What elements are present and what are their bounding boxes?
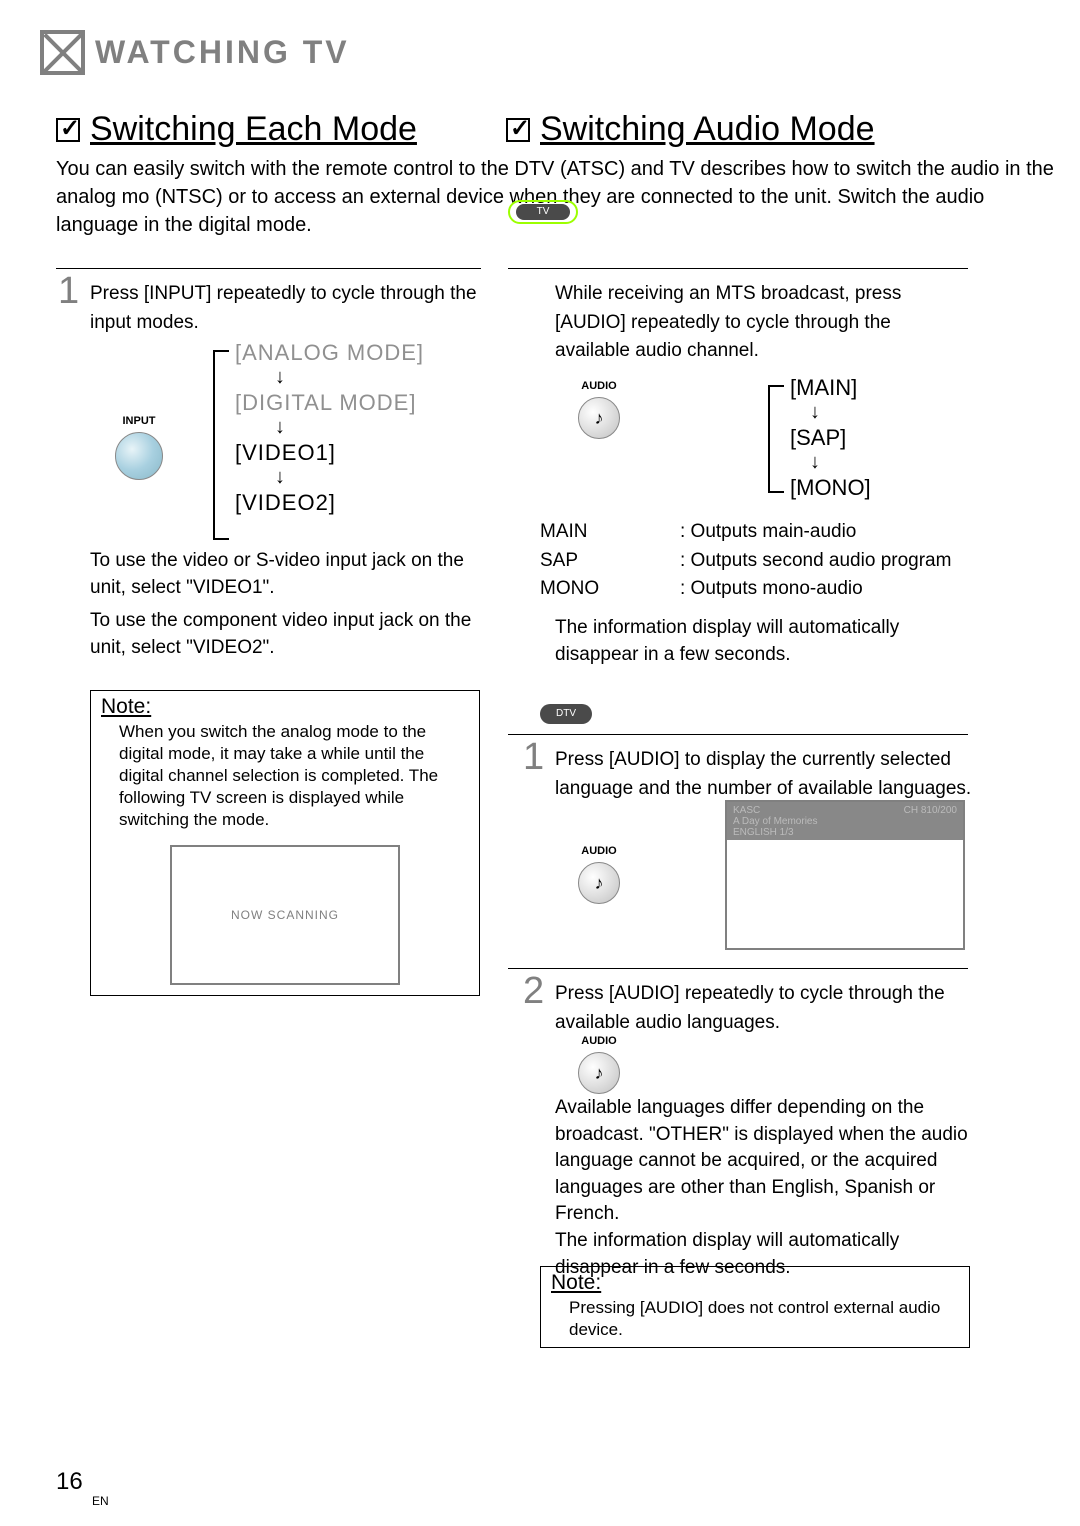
def-mono-label: MONO (540, 575, 680, 604)
preview-left: KASC A Day of Memories ENGLISH 1/3 (733, 805, 817, 837)
video-text1: To use the video or S-video input jack o… (90, 548, 480, 601)
page-number: 16 (56, 1468, 83, 1496)
tv-screen-preview: NOW SCANNING (170, 845, 400, 985)
step-number: 2 (523, 970, 544, 1013)
audio-mode-main: [MAIN] (790, 375, 871, 401)
arrow-down-icon: ↓ (275, 372, 424, 382)
audio-definitions: MAIN : Outputs main-audio SAP : Outputs … (540, 518, 951, 604)
mode-video1: [VIDEO1] (235, 440, 424, 466)
step-number: 1 (523, 736, 544, 779)
page-en: EN (92, 1494, 109, 1508)
video-text2: To use the component video input jack on… (90, 608, 480, 661)
divider (508, 268, 968, 269)
tv-info-text: The information display will automatical… (555, 615, 975, 668)
arrow-down-icon: ↓ (810, 457, 871, 467)
input-button[interactable]: INPUT (115, 415, 163, 480)
divider (56, 268, 481, 269)
audio-button[interactable]: AUDIO ♪ (578, 380, 620, 439)
preview-header: KASC A Day of Memories ENGLISH 1/3 CH 81… (727, 802, 963, 840)
preview-right: CH 810/200 (904, 805, 957, 837)
dtv-badge: DTV (540, 704, 592, 724)
audio-mode-sap: [SAP] (790, 425, 871, 451)
def-mono-desc: : Outputs mono-audio (680, 575, 863, 604)
arrow-down-icon: ↓ (810, 407, 871, 417)
audio-button-circle[interactable]: ♪ (578, 397, 620, 439)
dtv-info-text: Available languages differ depending on … (555, 1095, 975, 1281)
note-box-right: Note: Pressing [AUDIO] does not control … (540, 1266, 970, 1348)
scanning-text: NOW SCANNING (231, 908, 339, 922)
mode-flow: [ANALOG MODE] ↓ [DIGITAL MODE] ↓ [VIDEO1… (235, 340, 424, 522)
note-title: Note: (91, 691, 479, 719)
mode-digital: [DIGITAL MODE] (235, 390, 424, 416)
page-header: WATCHING TV (95, 34, 350, 71)
arrow-down-icon: ↓ (275, 472, 424, 482)
note-box-left: Note: When you switch the analog mode to… (90, 690, 480, 996)
def-main-desc: : Outputs main-audio (680, 518, 856, 547)
arrow-down-icon: ↓ (275, 422, 424, 432)
checkbox-icon (506, 118, 530, 142)
section-heading-left: Switching Each Mode (90, 110, 417, 149)
input-label: INPUT (115, 415, 163, 427)
audio-button[interactable]: AUDIO ♪ (578, 1035, 620, 1094)
audio-mode-mono: [MONO] (790, 475, 871, 501)
audio-flow: [MAIN] ↓ [SAP] ↓ [MONO] (790, 375, 871, 507)
section-heading-right: Switching Audio Mode (540, 110, 875, 149)
mode-analog: [ANALOG MODE] (235, 340, 424, 366)
def-sap-label: SAP (540, 547, 680, 576)
audio-label: AUDIO (578, 1035, 620, 1047)
input-button-circle[interactable] (115, 432, 163, 480)
flow-bracket (213, 350, 229, 540)
audio-label: AUDIO (578, 380, 620, 392)
dtv-step1-text: Press [AUDIO] to display the currently s… (555, 746, 975, 803)
step1-text: Press [INPUT] repeatedly to cycle throug… (90, 280, 480, 337)
audio-button-circle[interactable]: ♪ (578, 1052, 620, 1094)
note-title: Note: (541, 1267, 969, 1295)
def-sap-desc: : Outputs second audio program (680, 547, 951, 576)
flow-bracket (768, 385, 784, 493)
audio-button[interactable]: AUDIO ♪ (578, 845, 620, 904)
tv-badge: TV (508, 200, 578, 224)
note-content: Pressing [AUDIO] does not control extern… (541, 1295, 969, 1347)
header-icon (40, 30, 85, 75)
divider (508, 734, 968, 735)
mode-video2: [VIDEO2] (235, 490, 424, 516)
checkbox-icon (56, 118, 80, 142)
note-content: When you switch the analog mode to the d… (91, 719, 479, 839)
intro-text: You can easily switch with the remote co… (56, 155, 1056, 239)
divider (508, 968, 968, 969)
audio-label: AUDIO (578, 845, 620, 857)
tv-badge-label: TV (516, 204, 570, 220)
audio-button-circle[interactable]: ♪ (578, 862, 620, 904)
tv-step-text: While receiving an MTS broadcast, press … (555, 280, 955, 366)
preview-screen: KASC A Day of Memories ENGLISH 1/3 CH 81… (725, 800, 965, 950)
step-number: 1 (58, 270, 79, 313)
dtv-step2-text: Press [AUDIO] repeatedly to cycle throug… (555, 980, 975, 1037)
def-main-label: MAIN (540, 518, 680, 547)
